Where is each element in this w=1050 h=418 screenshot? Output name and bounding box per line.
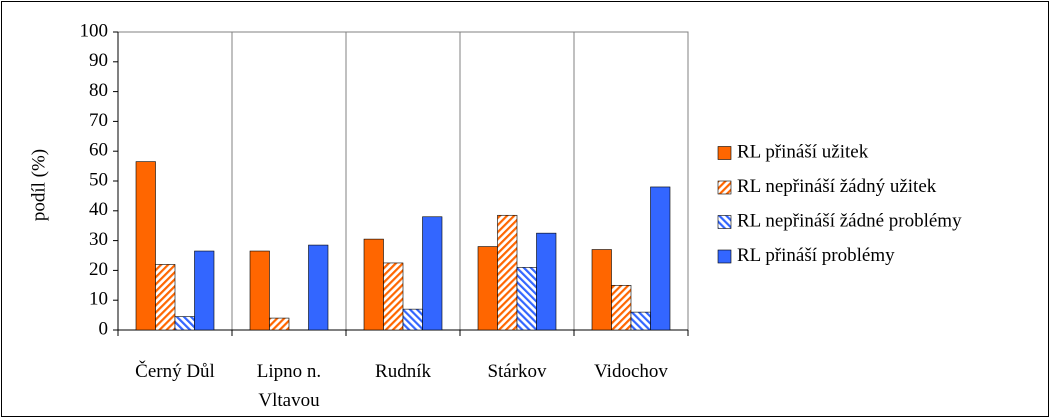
legend-label: RL přináší užitek bbox=[737, 141, 869, 162]
bar bbox=[135, 161, 156, 331]
x-tick-label: Stárkov bbox=[487, 361, 547, 382]
x-tick-label: Rudník bbox=[375, 361, 431, 382]
bar bbox=[194, 250, 215, 331]
y-tick-label: 0 bbox=[99, 318, 109, 339]
bar bbox=[650, 186, 671, 331]
bar bbox=[591, 249, 612, 331]
bar bbox=[308, 244, 329, 331]
y-tick-label: 80 bbox=[89, 80, 108, 101]
bar bbox=[536, 232, 557, 331]
bar bbox=[477, 246, 498, 331]
bar bbox=[155, 264, 176, 331]
legend-swatch bbox=[717, 146, 732, 160]
bar bbox=[422, 216, 443, 331]
y-tick-label: 70 bbox=[89, 110, 108, 131]
legend-label: RL nepřináší žádné problémy bbox=[737, 210, 962, 231]
bar bbox=[611, 284, 632, 331]
bar bbox=[497, 214, 518, 331]
y-tick-label: 60 bbox=[89, 140, 108, 161]
bar bbox=[402, 308, 423, 331]
y-tick-label: 20 bbox=[89, 259, 108, 280]
legend-label: RL nepřináší žádný užitek bbox=[737, 176, 937, 197]
bar bbox=[383, 262, 404, 331]
bar bbox=[174, 316, 195, 331]
bar bbox=[630, 311, 651, 331]
y-axis-label: podíl (%) bbox=[28, 149, 49, 221]
y-tick-label: 100 bbox=[80, 20, 109, 41]
legend-swatch bbox=[717, 215, 732, 229]
y-tick-label: 40 bbox=[89, 199, 108, 220]
legend-swatch bbox=[717, 249, 732, 264]
bar bbox=[249, 250, 270, 331]
legend-label: RL přináší problémy bbox=[737, 245, 895, 266]
x-tick-label: Černý Důl bbox=[135, 361, 215, 382]
bar bbox=[269, 317, 290, 331]
y-tick-label: 90 bbox=[89, 50, 108, 71]
x-tick-label: Vidochov bbox=[594, 361, 668, 382]
y-tick-label: 10 bbox=[89, 289, 108, 310]
bar bbox=[363, 238, 384, 331]
y-tick-label: 30 bbox=[89, 229, 108, 250]
legend-swatch bbox=[717, 180, 732, 195]
y-tick-label: 50 bbox=[89, 169, 108, 190]
x-tick-label: Lipno n. Vltavou bbox=[256, 361, 322, 411]
bar bbox=[516, 267, 537, 331]
